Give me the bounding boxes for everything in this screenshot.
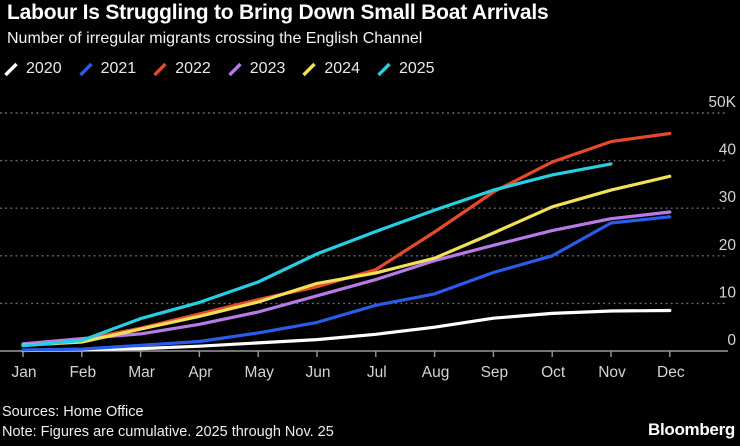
- legend-swatch-icon: [228, 62, 242, 77]
- x-tick-label: Aug: [422, 364, 450, 381]
- bloomberg-logo: Bloomberg: [647, 420, 735, 439]
- source-note: Sources: Home Office: [2, 404, 144, 420]
- chart-subtitle: Number of irregular migrants crossing th…: [7, 30, 423, 47]
- legend-label: 2023: [249, 60, 286, 77]
- y-tick-label: 50K: [708, 94, 736, 111]
- legend-swatch-icon: [377, 62, 391, 77]
- y-tick-label: 20: [719, 237, 737, 254]
- line-2020: [21, 308, 672, 353]
- chart-title: Labour Is Struggling to Bring Down Small…: [7, 1, 549, 24]
- y-tick-label: 0: [727, 332, 736, 349]
- legend-item-2020: 2020: [4, 61, 62, 77]
- x-tick-label: Oct: [541, 364, 566, 381]
- legend-label: 2020: [26, 60, 62, 77]
- chart-legend: 2020 2021 2022 2023 2024 2025: [4, 61, 452, 77]
- legend-label: 2024: [324, 60, 360, 77]
- legend-swatch-icon: [78, 62, 93, 77]
- legend-label: 2022: [175, 60, 211, 77]
- legend-item-2025: 2025: [377, 61, 435, 77]
- x-tick-label: Jul: [367, 364, 387, 381]
- legend-item-2023: 2023: [228, 60, 286, 77]
- legend-label: 2021: [100, 60, 137, 77]
- line-2025: [21, 162, 613, 348]
- line-2024: [21, 174, 672, 347]
- legend-swatch-icon: [153, 62, 167, 77]
- x-tick-label: Jun: [306, 364, 331, 381]
- y-tick-label: 10: [719, 284, 737, 301]
- legend-swatch-icon: [4, 62, 18, 77]
- x-tick-label: Feb: [69, 364, 96, 381]
- legend-item-2021: 2021: [78, 60, 137, 77]
- line-2021: [21, 215, 672, 352]
- x-tick-label: May: [245, 364, 275, 381]
- legend-label: 2025: [398, 60, 435, 77]
- x-tick-label: Jan: [12, 364, 37, 381]
- legend-item-2022: 2022: [153, 61, 211, 77]
- x-tick-label: Dec: [657, 364, 685, 381]
- line-2023: [21, 210, 672, 346]
- x-tick-label: Apr: [188, 364, 212, 381]
- figure-note: Note: Figures are cumulative. 2025 throu…: [2, 424, 334, 440]
- x-tick-label: Mar: [128, 364, 155, 381]
- x-tick-label: Nov: [598, 364, 626, 381]
- x-tick-label: Sep: [481, 364, 509, 381]
- legend-swatch-icon: [302, 62, 317, 77]
- y-tick-label: 40: [719, 142, 737, 159]
- legend-item-2024: 2024: [302, 61, 360, 77]
- y-tick-label: 30: [719, 189, 737, 206]
